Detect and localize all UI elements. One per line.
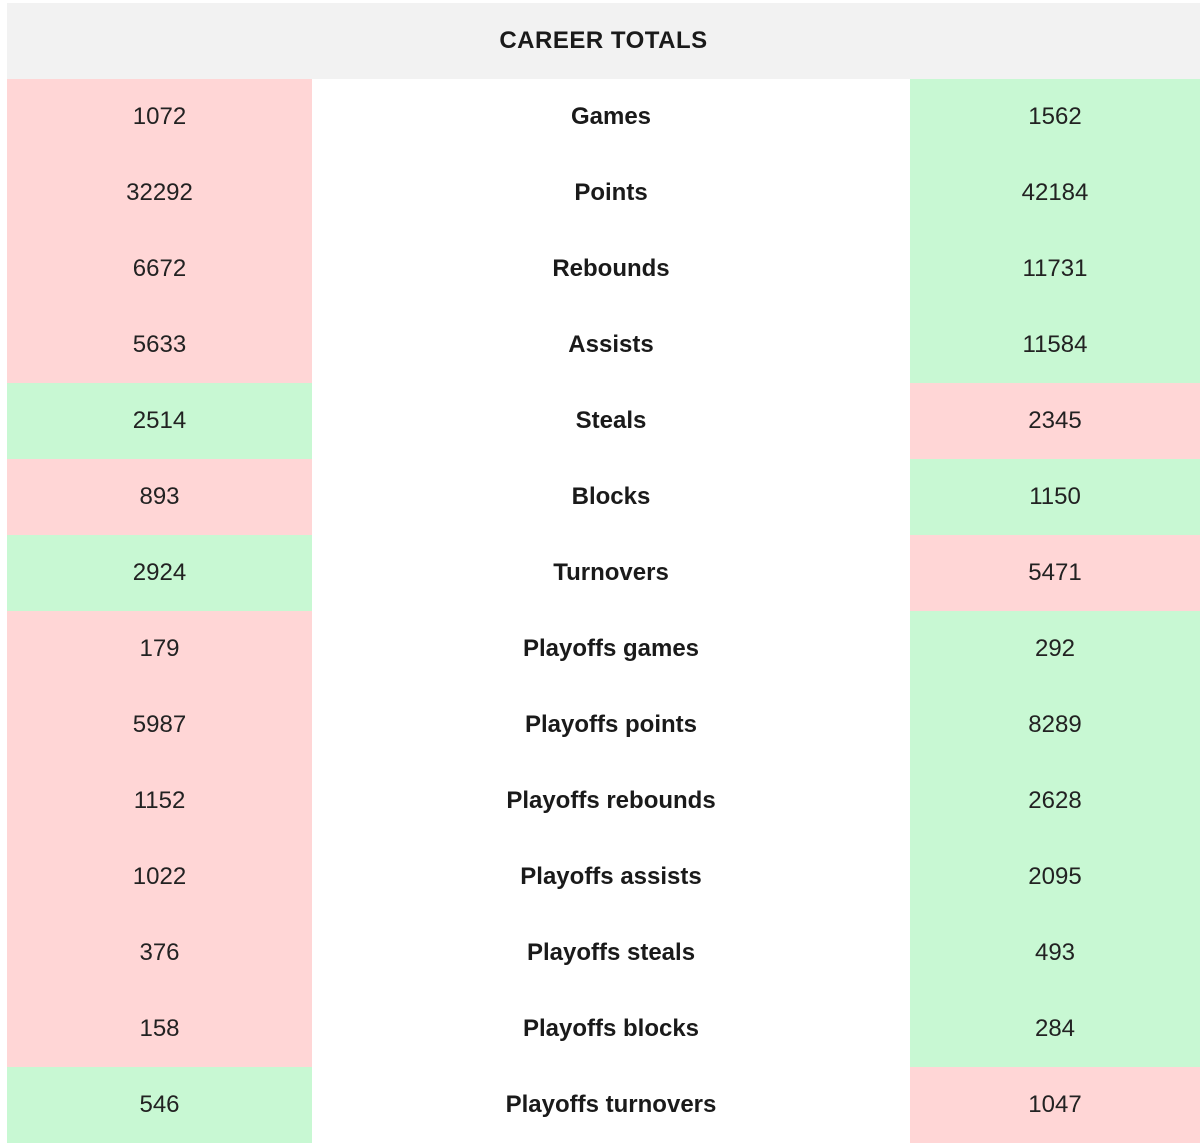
table-body: 1072 Games 1562 32292 Points 42184 6672 …: [7, 79, 1200, 1143]
table-row: 893 Blocks 1150: [7, 459, 1200, 535]
left-player-value: 2924: [7, 535, 312, 611]
right-player-value: 2628: [910, 763, 1200, 839]
table-row: 1072 Games 1562: [7, 79, 1200, 155]
table-title: CAREER TOTALS: [7, 3, 1200, 79]
stat-label: Playoffs rebounds: [312, 763, 910, 839]
table-row: 1022 Playoffs assists 2095: [7, 839, 1200, 915]
right-player-value: 1150: [910, 459, 1200, 535]
right-player-value: 1562: [910, 79, 1200, 155]
left-player-value: 32292: [7, 155, 312, 231]
stat-label: Playoffs steals: [312, 915, 910, 991]
right-player-value: 284: [910, 991, 1200, 1067]
stat-label: Points: [312, 155, 910, 231]
table-row: 179 Playoffs games 292: [7, 611, 1200, 687]
left-player-value: 5633: [7, 307, 312, 383]
stat-label: Turnovers: [312, 535, 910, 611]
table-row: 376 Playoffs steals 493: [7, 915, 1200, 991]
table-row: 158 Playoffs blocks 284: [7, 991, 1200, 1067]
right-player-value: 292: [910, 611, 1200, 687]
stat-label: Playoffs assists: [312, 839, 910, 915]
table-row: 6672 Rebounds 11731: [7, 231, 1200, 307]
right-player-value: 8289: [910, 687, 1200, 763]
right-player-value: 42184: [910, 155, 1200, 231]
right-player-value: 5471: [910, 535, 1200, 611]
right-player-value: 1047: [910, 1067, 1200, 1143]
left-player-value: 5987: [7, 687, 312, 763]
left-player-value: 158: [7, 991, 312, 1067]
stat-label: Blocks: [312, 459, 910, 535]
table-row: 2924 Turnovers 5471: [7, 535, 1200, 611]
right-player-value: 11731: [910, 231, 1200, 307]
stat-label: Playoffs blocks: [312, 991, 910, 1067]
left-player-value: 2514: [7, 383, 312, 459]
right-player-value: 11584: [910, 307, 1200, 383]
left-player-value: 1072: [7, 79, 312, 155]
stat-label: Playoffs turnovers: [312, 1067, 910, 1143]
left-player-value: 179: [7, 611, 312, 687]
left-player-value: 893: [7, 459, 312, 535]
table-row: 5987 Playoffs points 8289: [7, 687, 1200, 763]
stat-label: Rebounds: [312, 231, 910, 307]
stat-label: Games: [312, 79, 910, 155]
table-row: 5633 Assists 11584: [7, 307, 1200, 383]
left-player-value: 6672: [7, 231, 312, 307]
left-player-value: 1152: [7, 763, 312, 839]
left-player-value: 546: [7, 1067, 312, 1143]
right-player-value: 493: [910, 915, 1200, 991]
table-row: 2514 Steals 2345: [7, 383, 1200, 459]
table-row: 546 Playoffs turnovers 1047: [7, 1067, 1200, 1143]
stat-label: Assists: [312, 307, 910, 383]
career-totals-table: CAREER TOTALS 1072 Games 1562 32292 Poin…: [7, 3, 1200, 1143]
table-row: 32292 Points 42184: [7, 155, 1200, 231]
stat-label: Playoffs games: [312, 611, 910, 687]
left-player-value: 376: [7, 915, 312, 991]
right-player-value: 2095: [910, 839, 1200, 915]
stat-label: Playoffs points: [312, 687, 910, 763]
table-row: 1152 Playoffs rebounds 2628: [7, 763, 1200, 839]
left-player-value: 1022: [7, 839, 312, 915]
right-player-value: 2345: [910, 383, 1200, 459]
stat-label: Steals: [312, 383, 910, 459]
